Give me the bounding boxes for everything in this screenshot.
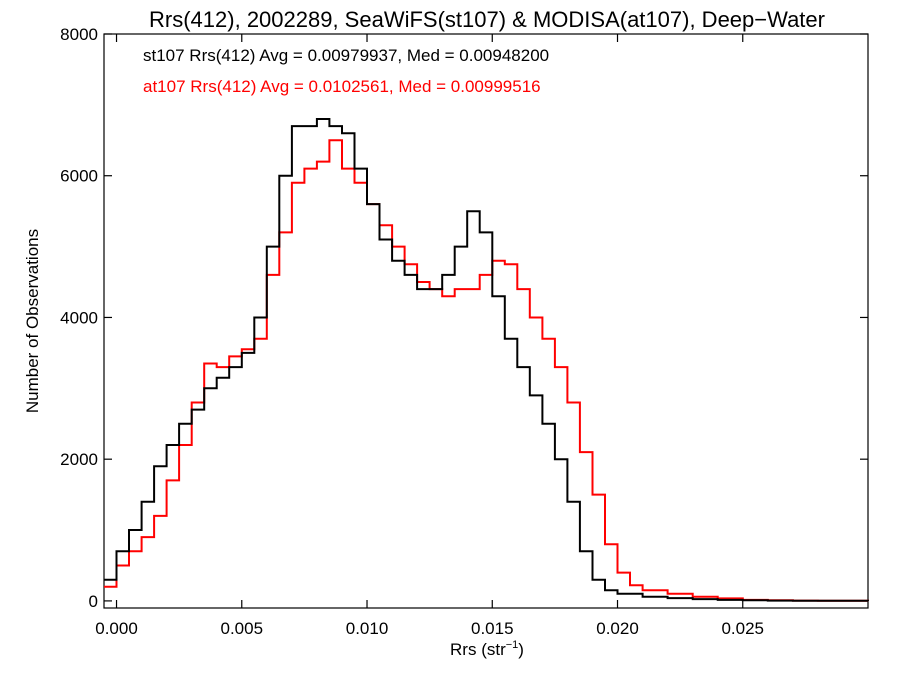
chart-title: Rrs(412), 2002289, SeaWiFS(st107) & MODI… bbox=[149, 7, 825, 32]
series-layer bbox=[104, 118, 869, 602]
y-tick-label: 2000 bbox=[60, 450, 98, 469]
x-tick-label: 0.015 bbox=[471, 619, 514, 638]
y-axis: 0 2000 4000 6000 8000 bbox=[60, 25, 868, 611]
x-tick-label: 0.005 bbox=[220, 619, 263, 638]
x-axis-label: Rrs (str−1) bbox=[450, 639, 524, 659]
plot-frame bbox=[103, 33, 869, 609]
x-tick-label: 0.025 bbox=[721, 619, 764, 638]
y-tick-label: 4000 bbox=[60, 308, 98, 327]
series-line-0 bbox=[104, 118, 869, 602]
annotation-st107: st107 Rrs(412) Avg = 0.00979937, Med = 0… bbox=[143, 46, 549, 65]
series-line-1 bbox=[104, 139, 869, 602]
y-tick-label: 6000 bbox=[60, 167, 98, 186]
annotation-at107: at107 Rrs(412) Avg = 0.0102561, Med = 0.… bbox=[143, 77, 541, 96]
y-axis-label: Number of Observations bbox=[23, 229, 42, 413]
x-axis: 0.000 0.005 0.010 0.015 0.020 0.025 bbox=[95, 34, 764, 638]
x-axis-label-main: Rrs (str bbox=[450, 640, 506, 659]
y-tick-label: 8000 bbox=[60, 25, 98, 44]
x-axis-label-exponent: −1 bbox=[506, 639, 519, 651]
x-tick-label: 0.000 bbox=[95, 619, 138, 638]
y-tick-label: 0 bbox=[89, 592, 98, 611]
x-tick-label: 0.010 bbox=[346, 619, 389, 638]
x-axis-label-close: ) bbox=[518, 640, 524, 659]
x-tick-label: 0.020 bbox=[596, 619, 639, 638]
